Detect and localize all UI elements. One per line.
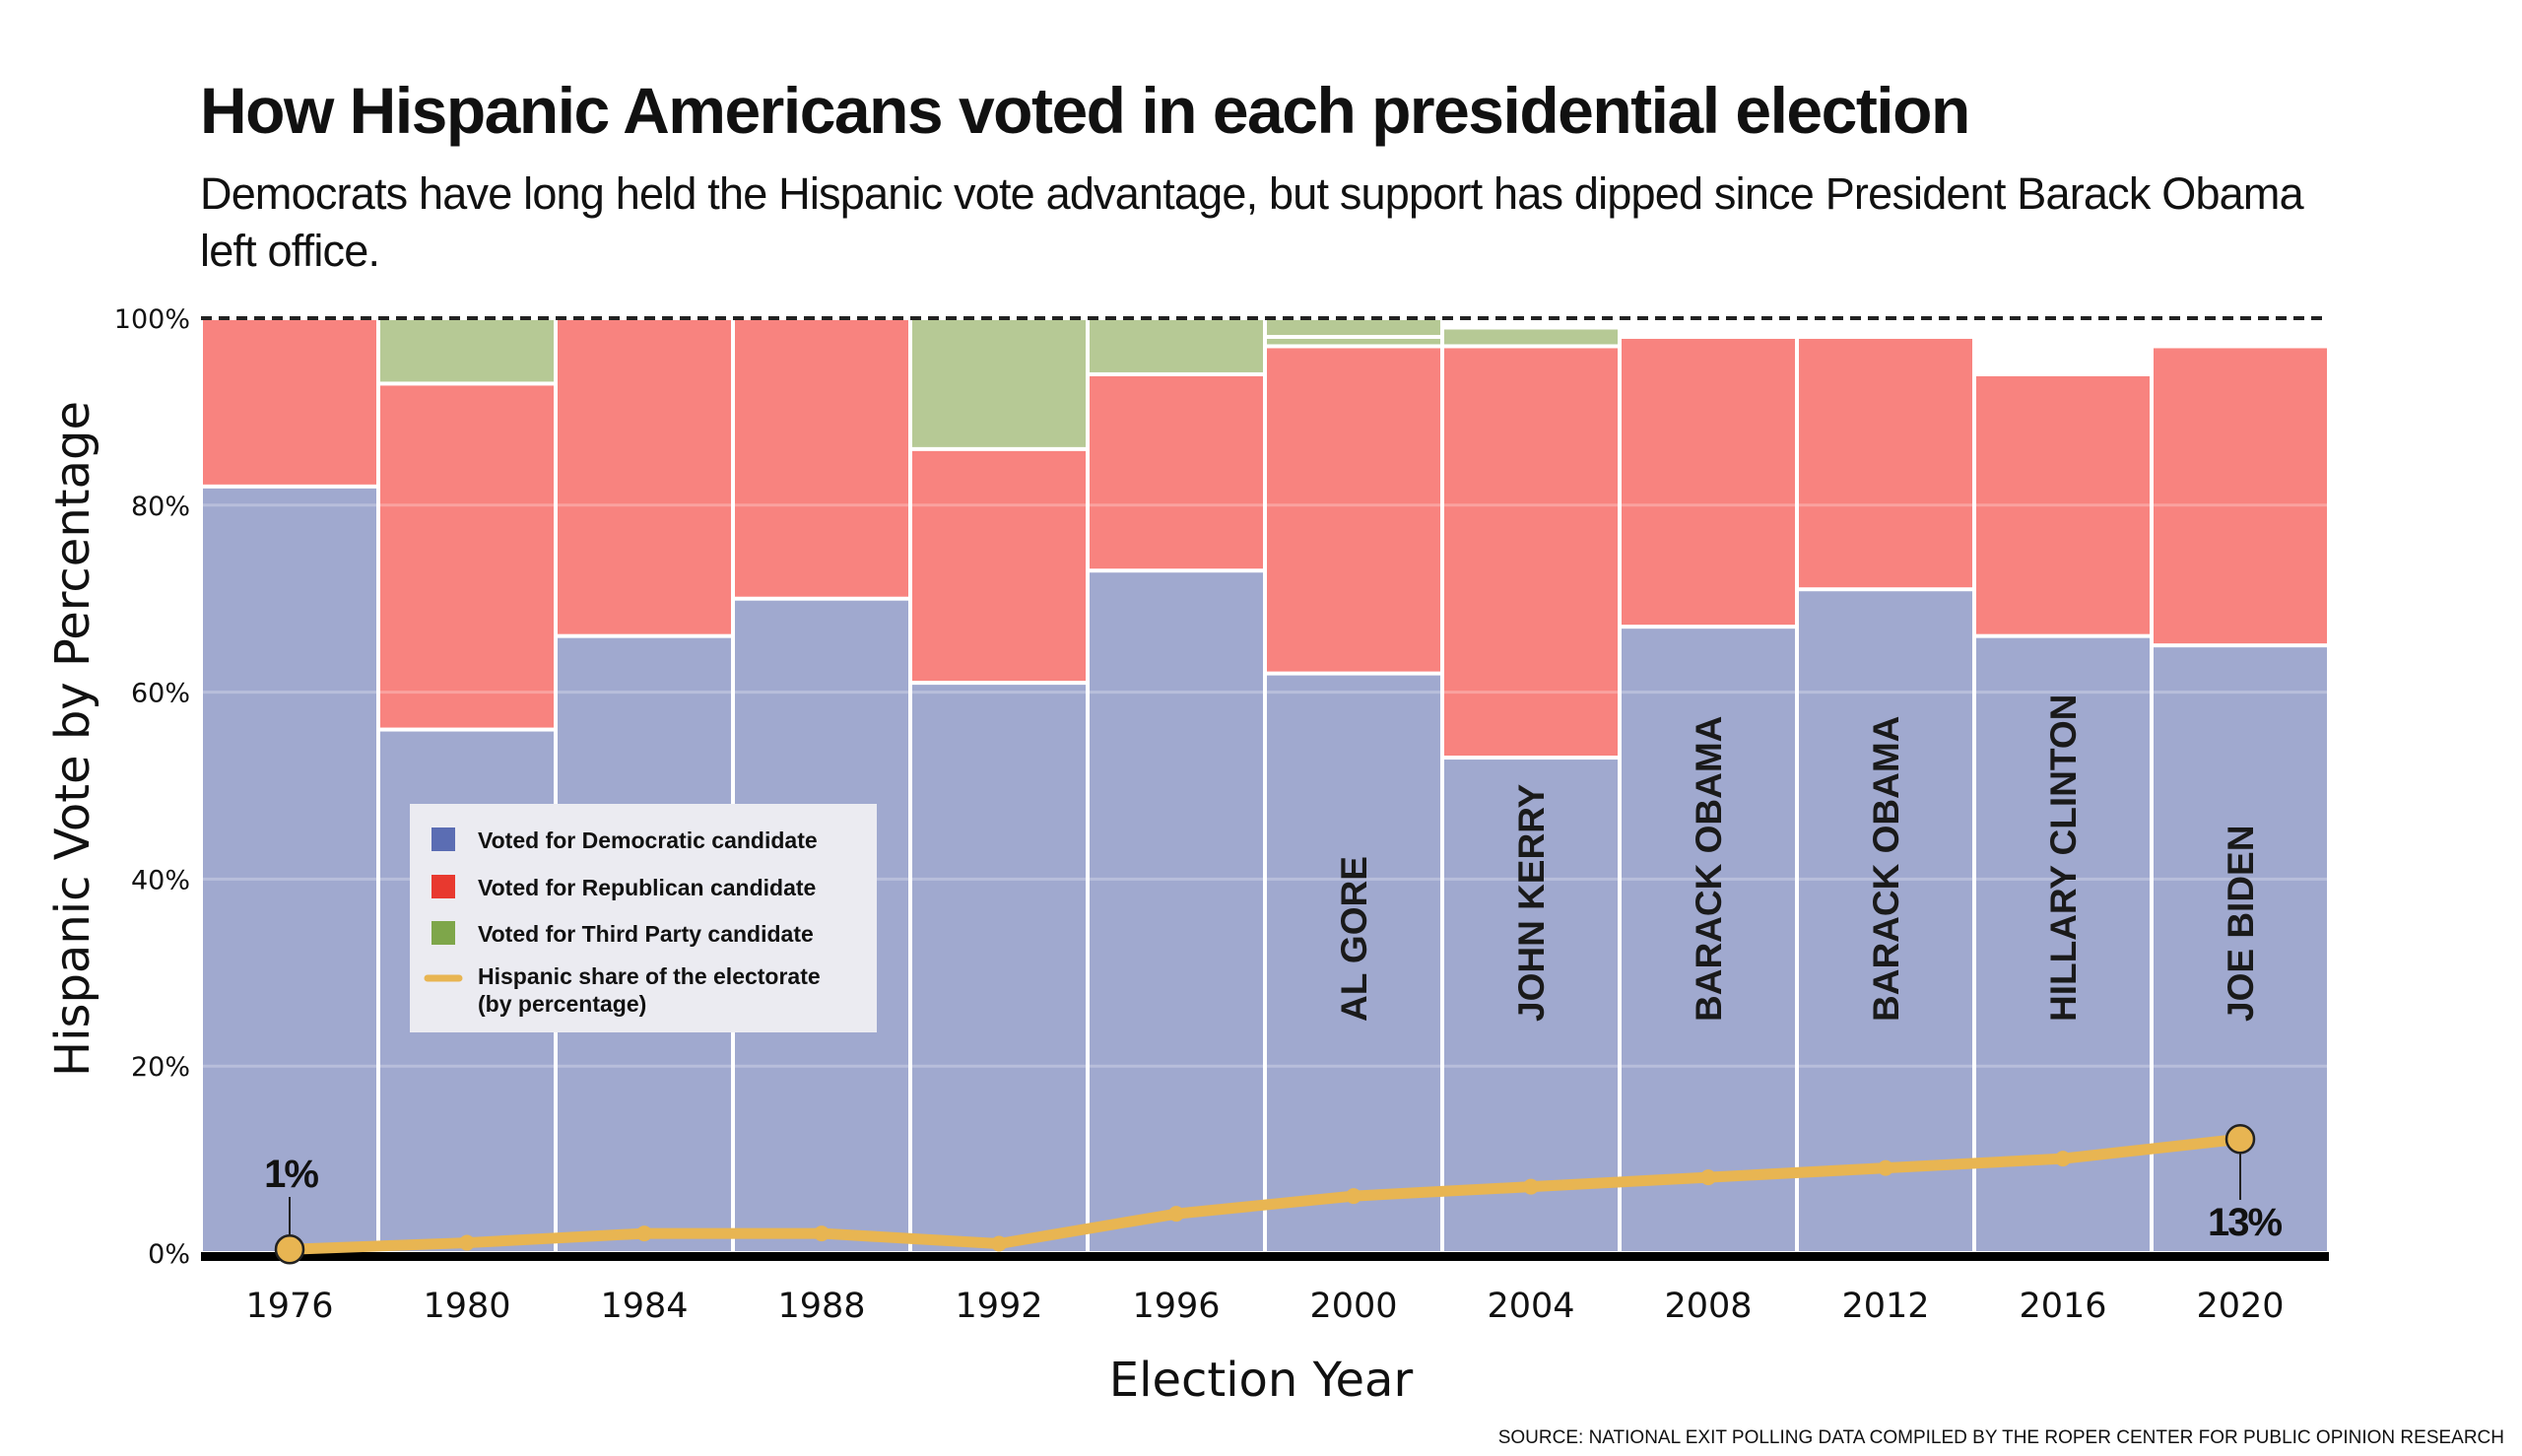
- bar-third-party-1996: [1090, 320, 1263, 372]
- legend-background: [410, 804, 877, 1032]
- bars: [203, 320, 2327, 1251]
- electorate-share-point-2012: [1878, 1159, 1893, 1176]
- legend-label-democratic: Voted for Democratic candidate: [478, 827, 818, 853]
- y-axis-ticks: 0% 20% 40% 60% 80% 100%: [114, 304, 190, 1270]
- x-tick-label: 1980: [423, 1287, 510, 1326]
- bar-democratic-2012: [1799, 591, 1972, 1251]
- candidate-labels: AL GORE JOHN KERRY BARACK OBAMA BARACK OBAM…: [1334, 695, 2261, 1022]
- candidate-label: BARACK OBAMA: [1866, 716, 1906, 1022]
- bar-democratic-1996: [1090, 572, 1263, 1251]
- bar-republican-2008: [1622, 338, 1795, 626]
- electorate-share-point-2004: [1523, 1178, 1539, 1195]
- annotation-marker-last: [2224, 1123, 2256, 1155]
- electorate-share-point-2008: [1700, 1169, 1716, 1186]
- y-tick-label: 20%: [131, 1052, 190, 1083]
- bar-democratic-1976: [203, 488, 376, 1251]
- bar-republican-1976: [203, 320, 376, 485]
- y-tick-label: 0%: [148, 1239, 190, 1270]
- bar-third-party-1992: [912, 320, 1086, 447]
- legend-swatch-republican: [431, 875, 455, 898]
- electorate-share-point-2016: [2055, 1151, 2071, 1167]
- bar-democratic-2004: [1444, 760, 1618, 1251]
- legend-label-republican: Voted for Republican candidate: [478, 875, 816, 900]
- candidate-label: JOE BIDEN: [2221, 826, 2261, 1022]
- legend-label-line: Hispanic share of the electorate: [478, 963, 821, 989]
- bar-republican-2020: [2154, 348, 2327, 644]
- bar-democratic-2008: [1622, 629, 1795, 1251]
- annotation-first: 1%: [264, 1153, 318, 1196]
- bar-third-party-1980: [380, 320, 554, 382]
- x-axis-baseline: [201, 1252, 2329, 1261]
- candidate-label: HILLARY CLINTON: [2043, 695, 2084, 1022]
- y-tick-label: 80%: [131, 492, 190, 522]
- x-tick-label: 2008: [1664, 1287, 1752, 1326]
- legend-label-third-party: Voted for Third Party candidate: [478, 921, 814, 947]
- x-tick-label: 1988: [777, 1287, 865, 1326]
- chart-title: How Hispanic Americans voted in each pre…: [200, 74, 1969, 147]
- candidate-label: AL GORE: [1334, 856, 1374, 1022]
- x-tick-label: 1996: [1132, 1287, 1220, 1326]
- bar-third-party-2004: [1444, 329, 1618, 345]
- legend-swatch-democratic: [431, 827, 455, 851]
- electorate-share-point-1984: [636, 1225, 652, 1242]
- y-tick-label: 60%: [131, 679, 190, 709]
- bar-republican-1988: [735, 320, 908, 597]
- electorate-share-point-1980: [459, 1234, 475, 1251]
- electorate-share-point-2000: [1346, 1188, 1361, 1205]
- bar-republican-1992: [912, 450, 1086, 682]
- legend: Voted for Democratic candidate Voted for…: [410, 804, 877, 1032]
- x-axis-ticks: 1976 1980 1984 1988 1992 1996 2000 2004 2008 2012…: [245, 1287, 2284, 1326]
- y-tick-label: 40%: [131, 865, 190, 895]
- electorate-share-point-1996: [1168, 1206, 1184, 1223]
- bar-third-party-2000-1: [1267, 338, 1440, 345]
- bar-third-party-2000-2: [1267, 320, 1440, 335]
- bar-republican-1980: [380, 385, 554, 728]
- candidate-label: BARACK OBAMA: [1689, 716, 1729, 1022]
- x-axis-label: Election Year: [1109, 1353, 1414, 1408]
- bar-republican-1984: [558, 320, 731, 634]
- bar-republican-2012: [1799, 338, 1972, 588]
- x-tick-label: 2004: [1487, 1287, 1574, 1326]
- bar-republican-2004: [1444, 348, 1618, 757]
- annotation-marker-first: [274, 1233, 305, 1265]
- electorate-share-point-1988: [814, 1225, 830, 1242]
- bar-republican-1996: [1090, 375, 1263, 569]
- electorate-share-line: [274, 1123, 2256, 1265]
- electorate-share-path: [289, 1133, 2241, 1255]
- y-axis-label: Hispanic Vote by Percentage: [45, 401, 100, 1077]
- annotation-last: 13%: [2208, 1201, 2282, 1244]
- bar-democratic-2000: [1267, 675, 1440, 1251]
- bar-republican-2000: [1267, 348, 1440, 672]
- candidate-label: JOHN KERRY: [1511, 783, 1552, 1022]
- gridlines: [201, 316, 2329, 1261]
- y-tick-label: 100%: [114, 304, 190, 335]
- bar-republican-2016: [1976, 375, 2150, 634]
- x-tick-label: 1992: [955, 1287, 1042, 1326]
- legend-swatch-third-party: [431, 921, 455, 945]
- electorate-share-point-1992: [991, 1235, 1007, 1252]
- x-tick-label: 1984: [600, 1287, 688, 1326]
- x-tick-label: 2016: [2019, 1287, 2106, 1326]
- x-tick-label: 2000: [1309, 1287, 1397, 1326]
- bar-democratic-1992: [912, 685, 1086, 1251]
- x-tick-label: 2020: [2196, 1287, 2284, 1326]
- chart-subtitle-line2: left office.: [200, 226, 379, 276]
- x-tick-label: 1976: [245, 1287, 333, 1326]
- legend-label-line-2: (by percentage): [478, 991, 646, 1017]
- x-tick-label: 2012: [1841, 1287, 1929, 1326]
- chart-subtitle-line1: Democrats have long held the Hispanic vo…: [200, 168, 2305, 219]
- source-note: SOURCE: NATIONAL EXIT POLLING DATA COMPI…: [1498, 1427, 2504, 1448]
